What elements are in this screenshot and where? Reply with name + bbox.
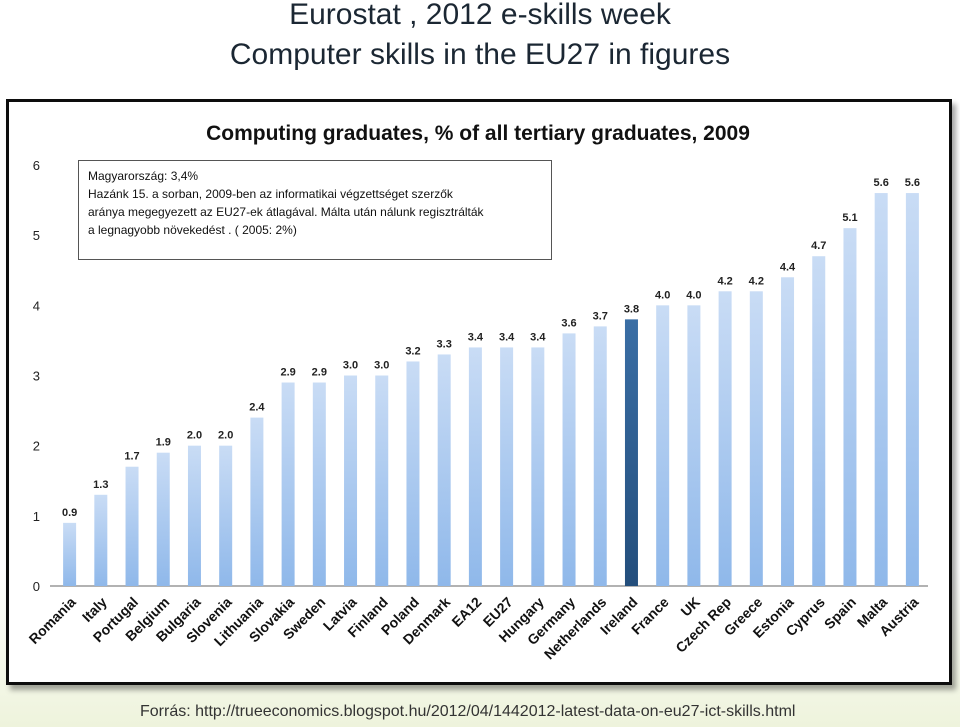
bar-portugal <box>125 466 139 586</box>
value-label: 5.6 <box>905 177 920 189</box>
bar-germany <box>562 333 576 586</box>
value-label: 2.9 <box>312 367 327 379</box>
value-label: 3.6 <box>561 317 576 329</box>
value-label: 1.7 <box>124 451 139 463</box>
annotation-line-1: Magyarország: 3,4% <box>88 169 199 183</box>
bar-lithuania <box>250 417 264 586</box>
bar-eu27 <box>500 347 514 586</box>
bar-netherlands <box>593 326 607 586</box>
annotation-box: Magyarország: 3,4% Hazánk 15. a sorban, … <box>78 160 552 260</box>
bar-finland <box>375 375 389 586</box>
annotation-line-3: aránya megegyezett az EU27-ek átlagával.… <box>88 205 484 219</box>
slide-title-line-2: Computer skills in the EU27 in figures <box>229 38 731 71</box>
y-tick-label: 3 <box>33 369 40 384</box>
value-label: 3.3 <box>437 338 452 350</box>
value-label: 4.0 <box>686 289 701 301</box>
bar-bulgaria <box>187 445 201 586</box>
chart-bars <box>63 193 919 587</box>
category-label: UK <box>677 594 703 620</box>
y-tick-label: 0 <box>33 579 40 594</box>
bar-latvia <box>344 375 358 586</box>
bar-denmark <box>437 354 451 586</box>
value-label: 3.2 <box>405 345 420 357</box>
bar-ireland <box>624 319 638 586</box>
value-label: 3.4 <box>530 331 546 343</box>
category-label: EA12 <box>448 594 484 630</box>
bar-belgium <box>156 452 170 586</box>
value-label: 3.4 <box>468 331 484 343</box>
bar-greece <box>749 291 763 586</box>
value-label: 4.0 <box>655 289 670 301</box>
bar-slovenia <box>219 445 233 586</box>
value-label: 0.9 <box>62 507 77 519</box>
bar-poland <box>406 361 420 586</box>
bar-italy <box>94 494 108 586</box>
annotation-line-4: a legnagyobb növekedést . ( 2005: 2%) <box>88 223 297 237</box>
y-tick-label: 6 <box>33 158 40 173</box>
value-label: 3.0 <box>374 360 389 372</box>
source-citation: Forrás: http://trueeconomics.blogspot.hu… <box>140 703 796 720</box>
value-label: 1.3 <box>93 479 108 491</box>
bar-estonia <box>781 277 795 586</box>
bar-sweden <box>312 382 326 586</box>
bar-spain <box>843 228 857 586</box>
bar-romania <box>63 522 77 586</box>
value-label: 3.4 <box>499 331 515 343</box>
value-label: 3.8 <box>624 303 639 315</box>
value-label: 4.2 <box>717 275 732 287</box>
bar-ea12 <box>468 347 482 586</box>
value-label: 4.2 <box>749 275 764 287</box>
bar-malta <box>874 193 888 587</box>
y-tick-label: 2 <box>33 439 40 454</box>
category-label: Romania <box>26 594 79 647</box>
annotation-line-2: Hazánk 15. a sorban, 2009-ben az informa… <box>88 187 453 201</box>
value-label: 2.0 <box>218 430 233 442</box>
bar-hungary <box>531 347 545 586</box>
bar-austria <box>905 193 919 587</box>
slide-title-line-1: Eurostat , 2012 e-skills week <box>289 0 671 31</box>
bar-france <box>656 305 670 586</box>
chart-category-labels: Romania ItalyPortugalBelgiumBulgariaSlove… <box>26 594 922 663</box>
value-label: 5.1 <box>842 212 857 224</box>
category-label: Spain <box>821 594 859 632</box>
value-label: 2.4 <box>249 402 265 414</box>
chart-title: Computing graduates, % of all tertiary g… <box>206 122 750 145</box>
y-tick-label: 5 <box>33 228 40 243</box>
value-label: 1.9 <box>156 437 171 449</box>
bar-uk <box>687 305 701 586</box>
bar-cyprus <box>812 256 826 586</box>
bar-slovakia <box>281 382 295 586</box>
value-label: 5.6 <box>874 177 889 189</box>
y-tick-label: 4 <box>33 298 40 313</box>
value-label: 4.7 <box>811 240 826 252</box>
value-label: 4.4 <box>780 261 796 273</box>
value-label: 3.0 <box>343 360 358 372</box>
value-label: 2.9 <box>280 367 295 379</box>
value-label: 2.0 <box>187 430 202 442</box>
y-tick-label: 1 <box>33 509 40 524</box>
chart-value-labels: 0.9 1.3 1.7 1.9 2.0 2.0 2.4 2.9 2.9 3.0 3.0 3.2 3.3 3… <box>62 177 920 519</box>
value-label: 3.7 <box>593 310 608 322</box>
bar-czech-rep <box>718 291 732 586</box>
